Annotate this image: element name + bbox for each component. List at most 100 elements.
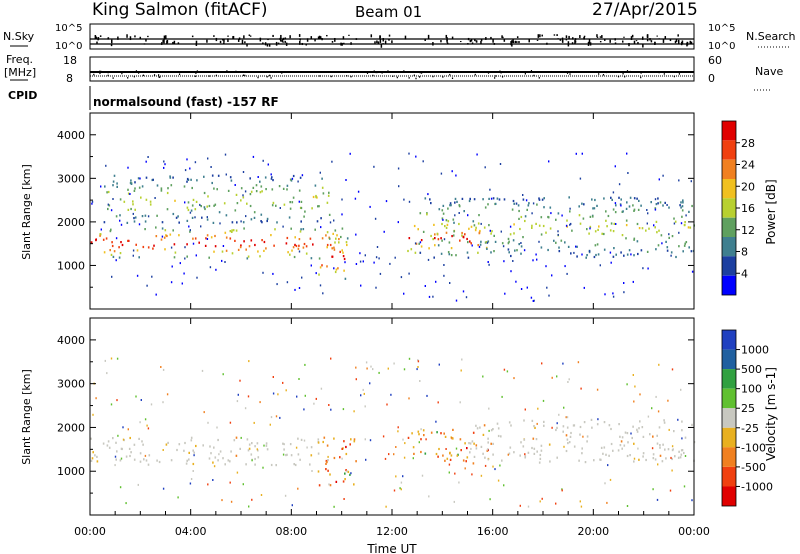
noise-cell [119,219,121,222]
noise-cell [556,375,558,378]
noise-cell [397,426,399,429]
noise-cell [385,505,387,508]
data-cell [511,208,514,211]
noise-cell [229,421,232,424]
noise-cell [488,429,490,432]
data-cell [355,460,357,463]
data-cell [414,251,417,254]
noise-cell [91,200,94,203]
data-cell [462,235,465,238]
nsky-sample [243,35,245,39]
data-cell [428,247,430,250]
nsky-sample [382,43,384,45]
noise-cell [284,494,287,497]
freq-sample [350,75,352,78]
data-cell [654,458,657,461]
data-cell [210,452,212,455]
data-cell [459,438,462,441]
data-cell [620,440,623,443]
noise-cell [654,198,657,201]
noise-cell [480,474,483,477]
data-cell [603,197,605,200]
data-cell [214,245,217,248]
nsky-sample [282,41,284,43]
data-cell [518,217,520,220]
noise-cell [112,198,114,200]
noise-cell [448,471,450,474]
noise-cell [425,438,427,441]
noise-cell [545,265,547,268]
data-cell [449,451,451,454]
data-cell [442,212,445,215]
data-cell [144,220,147,223]
data-cell [497,427,500,430]
data-cell [482,452,484,455]
data-cell [675,255,677,259]
data-cell [227,189,230,192]
nsky-sample [298,34,301,37]
nsky-sample [589,42,592,46]
noise-cell [327,455,329,458]
noise-cell [492,465,494,468]
nsky-sample [246,43,248,47]
data-cell [106,444,109,447]
nsky-sample [587,41,590,46]
noise-cell [683,485,686,488]
data-cell [571,229,573,232]
data-cell [591,198,593,201]
noise-cell [394,256,396,259]
nsky-sample [609,39,611,43]
data-cell [266,217,269,220]
x-axis-label: Time UT [366,542,417,554]
data-cell [569,435,572,438]
noise-cell [642,267,644,270]
data-cell [443,432,445,435]
freq-sample [673,75,675,78]
nsky-sample [267,38,269,41]
noise-cell [219,222,221,225]
colorbar-tick-label: 1000 [741,344,769,357]
data-cell [652,457,655,460]
nsky-sample [139,36,142,39]
data-cell [603,248,606,251]
data-cell [515,202,518,205]
data-cell [593,207,596,210]
data-cell [510,424,512,427]
nsky-sample [664,36,667,39]
noise-cell [114,464,116,467]
data-cell [245,463,247,466]
freq-sample [432,75,434,78]
data-cell [282,442,284,445]
noise-cell [489,498,491,501]
nsky-sample [565,35,568,39]
data-cell [260,213,263,216]
noise-cell [566,272,568,275]
data-cell [298,238,301,241]
nsky-sample [215,37,218,42]
noise-cell [403,292,405,295]
nsky-sample [305,43,308,46]
noise-cell [581,253,583,256]
data-cell [539,457,542,460]
data-cell [473,198,476,201]
data-cell [102,442,105,445]
data-cell [194,237,197,240]
data-cell [164,229,167,232]
freq-sample [208,75,210,77]
noise-cell [199,203,201,206]
data-cell [342,480,345,483]
data-cell [90,437,92,440]
data-cell [547,248,549,252]
colorbar-tick-label: 16 [741,202,755,215]
data-cell [288,216,291,219]
data-cell [213,187,215,190]
freq-sample [418,76,421,78]
noise-cell [524,453,526,456]
data-cell [297,247,300,250]
data-cell [469,240,471,243]
noise-cell [482,375,484,378]
nsky-sample [630,36,633,41]
data-cell [344,472,346,475]
data-cell [441,217,444,220]
data-cell [110,228,112,231]
